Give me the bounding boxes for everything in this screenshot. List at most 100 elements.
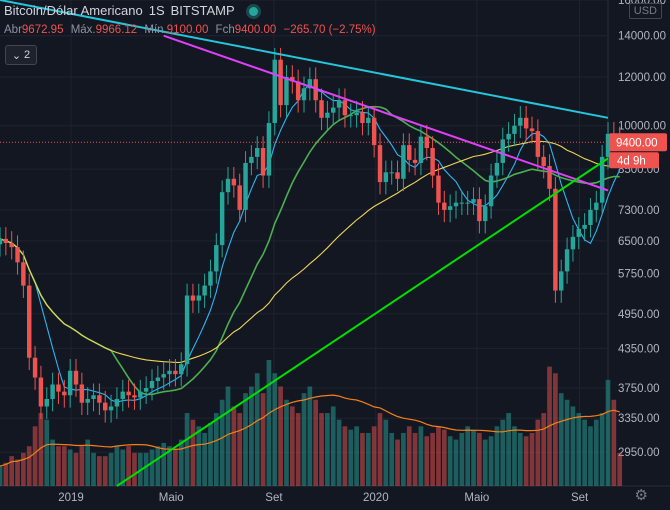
candle: [284, 65, 289, 118]
candle: [383, 160, 389, 195]
candle: [15, 235, 20, 275]
candle-body: [535, 131, 541, 157]
volume-bar: [225, 386, 231, 486]
candle: [155, 365, 161, 394]
volume-bar: [354, 426, 359, 486]
candle: [483, 194, 488, 234]
candle: [79, 372, 85, 416]
interval-label[interactable]: 1S: [148, 3, 165, 18]
volume-bar: [348, 429, 354, 486]
currency-badge[interactable]: USD: [628, 3, 662, 19]
candle-body: [255, 148, 260, 157]
candle-body: [447, 206, 453, 210]
volume-bar: [447, 436, 453, 486]
candle: [103, 390, 108, 423]
candle: [354, 100, 359, 128]
volume-bar: [190, 419, 196, 486]
candle-body: [529, 128, 535, 132]
candle: [453, 190, 459, 219]
candle-body: [559, 271, 564, 291]
volume-bar: [336, 419, 342, 486]
candle-body: [260, 148, 266, 176]
candle: [500, 127, 505, 176]
candle-body: [471, 199, 476, 203]
last-price-label: 9400.00: [616, 137, 658, 149]
time-tick-label: 2019: [58, 492, 84, 504]
volume-bar: [307, 386, 313, 486]
volume-bar: [178, 439, 184, 486]
candle: [56, 372, 61, 404]
candle: [32, 345, 38, 390]
volume-bar: [529, 432, 535, 486]
candle: [360, 100, 365, 136]
candle-body: [336, 100, 342, 108]
volume-bar: [202, 432, 207, 486]
candle: [465, 190, 470, 215]
candle-body: [114, 398, 120, 407]
candle: [143, 376, 149, 404]
candles: [0, 47, 622, 423]
gear-icon[interactable]: ⚙: [634, 487, 648, 504]
volume-bar: [617, 452, 623, 486]
candle-body: [21, 262, 26, 286]
candle: [249, 145, 254, 176]
volume-bar: [50, 439, 55, 486]
candle: [114, 387, 120, 419]
volume-bar: [260, 393, 266, 486]
volume-bar: [377, 413, 383, 486]
candle-body: [149, 381, 155, 389]
volume-bar: [558, 393, 564, 486]
candle-body: [272, 59, 277, 124]
candle-body: [196, 295, 201, 301]
candle: [85, 387, 90, 416]
volume-bar: [453, 439, 459, 486]
volume-bar: [266, 360, 272, 486]
candle: [377, 133, 383, 195]
candle: [412, 148, 418, 176]
indicators-toggle-button[interactable]: ⌄ 2: [5, 45, 37, 65]
volume-bar: [132, 452, 137, 486]
volume-bar: [120, 449, 126, 486]
candle-body: [202, 285, 207, 296]
candle: [231, 167, 237, 198]
candle-body: [599, 156, 605, 203]
volume-bar: [289, 406, 295, 486]
candle: [21, 250, 26, 298]
candle-body: [576, 228, 581, 237]
candle: [488, 163, 494, 219]
candle-body: [331, 107, 336, 113]
candle-body: [173, 370, 178, 375]
volume-bar: [231, 406, 237, 486]
candle-body: [453, 202, 459, 207]
candle-body: [465, 202, 470, 204]
candle-body: [483, 206, 488, 222]
candle: [237, 173, 242, 223]
candle-body: [319, 100, 324, 118]
candle-body: [79, 384, 85, 403]
volume-bar: [155, 446, 161, 486]
high-label: Máx.: [70, 24, 96, 36]
symbol-name[interactable]: Bitcoin/Dólar Americano: [4, 3, 143, 18]
slow-moving-average: [0, 140, 620, 363]
volume-bar: [85, 439, 91, 486]
volume-bar: [512, 426, 517, 486]
candle-body: [143, 388, 149, 392]
volume-bar: [412, 432, 418, 486]
candle-body: [401, 145, 406, 179]
volume-bar: [184, 413, 190, 486]
candle: [564, 237, 570, 284]
candle: [582, 213, 587, 242]
candle: [418, 124, 424, 176]
volume-bar: [3, 462, 9, 486]
candle-body: [231, 178, 237, 186]
price-tick-label: 4350.00: [618, 343, 660, 355]
volume-bar: [196, 426, 202, 486]
candle: [529, 116, 535, 144]
candle: [173, 359, 178, 387]
candle-body: [108, 406, 114, 411]
volume-bar: [441, 429, 447, 486]
candle: [471, 187, 476, 215]
volume-bar: [371, 426, 377, 486]
volume-bar: [360, 432, 365, 486]
